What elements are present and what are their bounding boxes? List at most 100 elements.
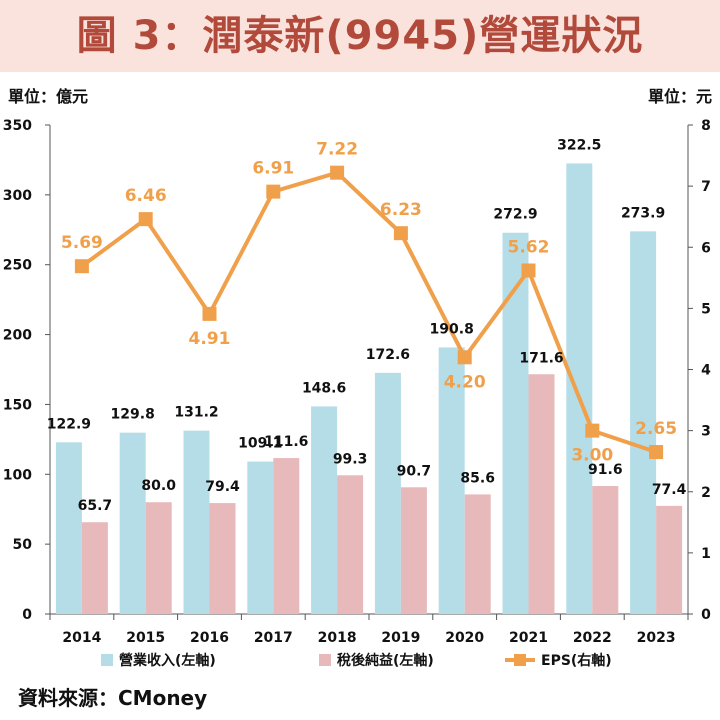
net-income-bar xyxy=(273,458,300,614)
net-income-bar xyxy=(528,374,555,614)
source-note: 資料來源：CMoney xyxy=(18,686,208,710)
eps-point-marker xyxy=(138,212,153,227)
eps-value-label: 6.46 xyxy=(125,186,167,206)
title-band xyxy=(0,0,720,72)
eps-line xyxy=(74,165,664,460)
eps-value-label: 4.20 xyxy=(444,372,486,392)
revenue-value-label: 122.9 xyxy=(47,416,91,432)
net-income-value-label: 91.6 xyxy=(588,462,623,478)
eps-series-line xyxy=(80,170,657,454)
right-tick-label: 6 xyxy=(701,240,711,256)
x-tick-label: 2023 xyxy=(637,630,676,646)
x-tick-label: 2017 xyxy=(254,630,293,646)
left-tick-label: 300 xyxy=(3,188,32,204)
right-tick-label: 8 xyxy=(701,118,711,134)
right-tick-label: 7 xyxy=(701,179,711,195)
revenue-bar xyxy=(630,231,657,614)
revenue-bar xyxy=(119,432,146,614)
legend-net-income-label: 稅後純益(左軸) xyxy=(337,652,434,669)
eps-point-marker xyxy=(266,184,281,199)
net-income-value-label: 65.7 xyxy=(78,498,113,514)
left-axis-unit: 單位：億元 xyxy=(8,87,88,106)
eps-value-label: 5.69 xyxy=(61,233,103,253)
eps-value-label: 4.91 xyxy=(189,329,231,349)
bars xyxy=(55,163,683,614)
eps-value-label: 6.91 xyxy=(252,159,294,179)
net-income-value-label: 111.6 xyxy=(264,434,308,450)
eps-point-marker xyxy=(457,350,472,365)
right-tick-label: 4 xyxy=(701,363,711,379)
x-tick-label: 2022 xyxy=(573,630,612,646)
left-tick-label: 150 xyxy=(3,397,32,413)
net-income-value-label: 77.4 xyxy=(652,482,687,498)
axes: 0 50 100 150 200 250 300 350 0 1 2 3 4 5 6 7 8 2014 2015 20… xyxy=(3,118,711,646)
eps-value-label: 7.22 xyxy=(316,140,358,160)
x-tick-label: 2020 xyxy=(445,630,484,646)
net-income-value-label: 99.3 xyxy=(333,451,368,467)
left-tick-label: 0 xyxy=(22,607,32,623)
left-tick-label: 50 xyxy=(13,537,33,553)
net-income-value-label: 85.6 xyxy=(460,470,495,486)
eps-point-marker xyxy=(585,423,600,438)
net-income-value-label: 90.7 xyxy=(397,463,432,479)
x-tick-label: 2015 xyxy=(126,630,165,646)
revenue-bar xyxy=(438,347,465,614)
legend-revenue-swatch xyxy=(101,654,113,666)
left-tick-label: 100 xyxy=(3,467,32,483)
right-tick-label: 5 xyxy=(701,301,711,317)
net-income-bar xyxy=(145,502,172,614)
net-income-value-label: 80.0 xyxy=(141,478,176,494)
left-tick-label: 200 xyxy=(3,328,32,344)
legend-revenue-label: 營業收入(左軸) xyxy=(119,652,216,669)
eps-point-marker xyxy=(521,263,536,278)
x-tick-label: 2016 xyxy=(190,630,229,646)
net-income-bar xyxy=(209,503,236,614)
legend-eps-label: EPS(右軸) xyxy=(541,652,612,669)
revenue-bar xyxy=(311,406,338,614)
legend-net-income-swatch xyxy=(319,654,331,666)
revenue-value-label: 109.1 xyxy=(238,436,282,452)
x-tick-label: 2018 xyxy=(318,630,357,646)
revenue-bar xyxy=(566,163,593,614)
revenue-value-label: 273.9 xyxy=(621,205,665,221)
net-income-bar xyxy=(81,522,108,614)
revenue-bar xyxy=(247,461,274,614)
eps-value-label: 2.65 xyxy=(635,419,677,439)
net-income-value-label: 171.6 xyxy=(519,350,563,366)
net-income-value-label: 79.4 xyxy=(205,479,240,495)
revenue-bar xyxy=(183,430,210,614)
revenue-value-label: 272.9 xyxy=(493,207,537,223)
right-tick-label: 0 xyxy=(701,607,711,623)
eps-point-marker xyxy=(202,306,217,321)
left-tick-label: 350 xyxy=(3,118,32,134)
eps-value-label: 6.23 xyxy=(380,200,422,220)
legend-eps-marker xyxy=(514,654,526,666)
eps-point-marker xyxy=(74,259,89,274)
right-tick-label: 2 xyxy=(701,485,711,501)
right-tick-label: 1 xyxy=(701,546,711,562)
net-income-bar xyxy=(400,487,427,614)
eps-point-marker xyxy=(330,165,345,180)
right-axis-unit: 單位：元 xyxy=(648,87,712,106)
revenue-value-label: 129.8 xyxy=(111,407,155,423)
net-income-bar xyxy=(337,475,364,614)
revenue-value-label: 322.5 xyxy=(557,137,601,153)
revenue-value-label: 131.2 xyxy=(174,405,218,421)
revenue-value-label: 190.8 xyxy=(430,321,474,337)
eps-value-label: 3.00 xyxy=(571,446,613,466)
left-tick-label: 250 xyxy=(3,258,32,274)
net-income-bar xyxy=(592,486,619,614)
revenue-bar xyxy=(502,232,529,614)
eps-point-marker xyxy=(649,445,664,460)
eps-value-label: 5.62 xyxy=(508,237,550,257)
net-income-bar xyxy=(656,505,683,614)
revenue-bar xyxy=(374,372,401,614)
revenue-bar xyxy=(55,442,82,614)
revenue-value-label: 172.6 xyxy=(366,347,410,363)
x-tick-label: 2019 xyxy=(381,630,420,646)
chart-title: 圖 3：潤泰新(9945)營運狀況 xyxy=(76,13,644,59)
x-tick-label: 2014 xyxy=(62,630,101,646)
net-income-bar xyxy=(464,494,491,614)
